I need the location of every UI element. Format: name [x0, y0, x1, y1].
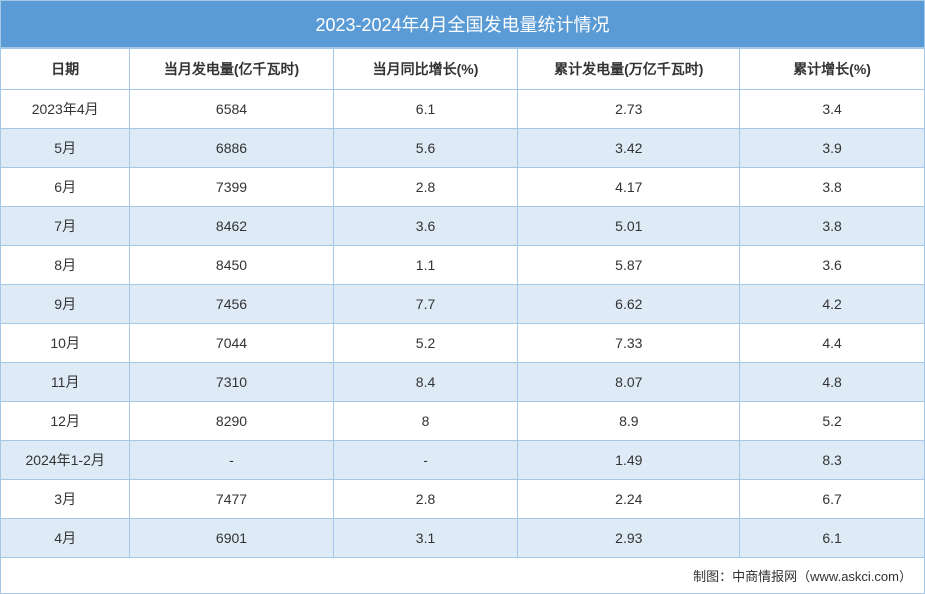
cell-monthly: 6886: [130, 129, 333, 168]
cell-growth: 1.1: [333, 246, 518, 285]
cell-monthly: 8450: [130, 246, 333, 285]
cell-cumgrowth: 3.6: [740, 246, 925, 285]
cell-cumulative: 6.62: [518, 285, 740, 324]
cell-monthly: 7044: [130, 324, 333, 363]
data-table: 日期 当月发电量(亿千瓦时) 当月同比增长(%) 累计发电量(万亿千瓦时) 累计…: [0, 48, 925, 594]
table-row: 12月 8290 8 8.9 5.2: [1, 402, 925, 441]
cell-growth: 2.8: [333, 168, 518, 207]
cell-cumgrowth: 3.9: [740, 129, 925, 168]
cell-cumulative: 8.9: [518, 402, 740, 441]
cell-growth: 7.7: [333, 285, 518, 324]
cell-cumgrowth: 4.8: [740, 363, 925, 402]
cell-date: 3月: [1, 480, 130, 519]
column-header-date: 日期: [1, 49, 130, 90]
cell-cumgrowth: 4.2: [740, 285, 925, 324]
cell-date: 5月: [1, 129, 130, 168]
column-header-monthly: 当月发电量(亿千瓦时): [130, 49, 333, 90]
cell-cumgrowth: 3.4: [740, 90, 925, 129]
cell-date: 6月: [1, 168, 130, 207]
cell-cumulative: 4.17: [518, 168, 740, 207]
cell-cumulative: 7.33: [518, 324, 740, 363]
cell-monthly: 6901: [130, 519, 333, 558]
cell-growth: 2.8: [333, 480, 518, 519]
table-row: 9月 7456 7.7 6.62 4.2: [1, 285, 925, 324]
cell-cumgrowth: 8.3: [740, 441, 925, 480]
column-header-growth: 当月同比增长(%): [333, 49, 518, 90]
cell-cumulative: 3.42: [518, 129, 740, 168]
cell-cumulative: 2.93: [518, 519, 740, 558]
table-row: 5月 6886 5.6 3.42 3.9: [1, 129, 925, 168]
cell-date: 8月: [1, 246, 130, 285]
table-body: 2023年4月 6584 6.1 2.73 3.4 5月 6886 5.6 3.…: [1, 90, 925, 594]
cell-cumulative: 8.07: [518, 363, 740, 402]
cell-monthly: 8290: [130, 402, 333, 441]
power-generation-table: 2023-2024年4月全国发电量统计情况 日期 当月发电量(亿千瓦时) 当月同…: [0, 0, 925, 509]
cell-cumgrowth: 5.2: [740, 402, 925, 441]
cell-cumgrowth: 3.8: [740, 168, 925, 207]
cell-monthly: 7310: [130, 363, 333, 402]
table-row: 6月 7399 2.8 4.17 3.8: [1, 168, 925, 207]
cell-cumulative: 5.01: [518, 207, 740, 246]
cell-date: 12月: [1, 402, 130, 441]
cell-cumgrowth: 6.7: [740, 480, 925, 519]
cell-cumgrowth: 6.1: [740, 519, 925, 558]
cell-date: 4月: [1, 519, 130, 558]
cell-date: 9月: [1, 285, 130, 324]
table-row: 2024年1-2月 - - 1.49 8.3: [1, 441, 925, 480]
cell-growth: 8: [333, 402, 518, 441]
cell-growth: 3.1: [333, 519, 518, 558]
cell-growth: 5.6: [333, 129, 518, 168]
table-row: 8月 8450 1.1 5.87 3.6: [1, 246, 925, 285]
cell-monthly: 7399: [130, 168, 333, 207]
cell-monthly: 7456: [130, 285, 333, 324]
table-row: 11月 7310 8.4 8.07 4.8: [1, 363, 925, 402]
footer-row: 制图：中商情报网（www.askci.com）: [1, 558, 925, 594]
cell-cumulative: 2.24: [518, 480, 740, 519]
cell-monthly: 6584: [130, 90, 333, 129]
table-row: 4月 6901 3.1 2.93 6.1: [1, 519, 925, 558]
column-header-cumgrowth: 累计增长(%): [740, 49, 925, 90]
cell-date: 10月: [1, 324, 130, 363]
table-row: 10月 7044 5.2 7.33 4.4: [1, 324, 925, 363]
cell-monthly: 8462: [130, 207, 333, 246]
cell-growth: 3.6: [333, 207, 518, 246]
table-row: 2023年4月 6584 6.1 2.73 3.4: [1, 90, 925, 129]
cell-cumgrowth: 3.8: [740, 207, 925, 246]
cell-growth: 5.2: [333, 324, 518, 363]
cell-growth: -: [333, 441, 518, 480]
cell-growth: 6.1: [333, 90, 518, 129]
cell-date: 2023年4月: [1, 90, 130, 129]
cell-date: 7月: [1, 207, 130, 246]
cell-date: 11月: [1, 363, 130, 402]
column-header-cumulative: 累计发电量(万亿千瓦时): [518, 49, 740, 90]
table-title: 2023-2024年4月全国发电量统计情况: [0, 0, 925, 48]
cell-cumulative: 1.49: [518, 441, 740, 480]
cell-monthly: 7477: [130, 480, 333, 519]
cell-cumulative: 5.87: [518, 246, 740, 285]
table-row: 7月 8462 3.6 5.01 3.8: [1, 207, 925, 246]
cell-monthly: -: [130, 441, 333, 480]
footer-text: 制图：中商情报网（www.askci.com）: [1, 558, 925, 594]
header-row: 日期 当月发电量(亿千瓦时) 当月同比增长(%) 累计发电量(万亿千瓦时) 累计…: [1, 49, 925, 90]
cell-cumulative: 2.73: [518, 90, 740, 129]
table-row: 3月 7477 2.8 2.24 6.7: [1, 480, 925, 519]
cell-date: 2024年1-2月: [1, 441, 130, 480]
cell-cumgrowth: 4.4: [740, 324, 925, 363]
cell-growth: 8.4: [333, 363, 518, 402]
